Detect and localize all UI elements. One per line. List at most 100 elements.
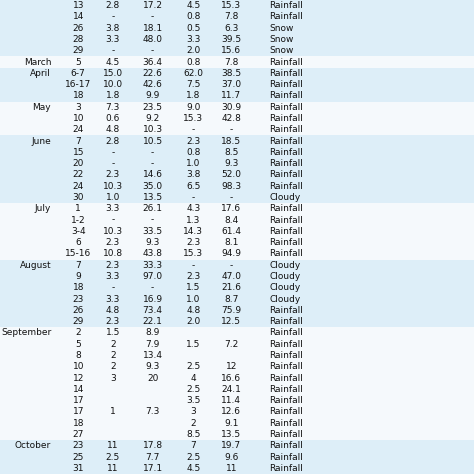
Text: -: - bbox=[111, 148, 114, 157]
Text: 18.5: 18.5 bbox=[221, 137, 241, 146]
Text: 5: 5 bbox=[75, 57, 81, 66]
Text: 4.5: 4.5 bbox=[186, 464, 201, 473]
Text: 9.0: 9.0 bbox=[186, 103, 201, 112]
Text: Rainfall: Rainfall bbox=[269, 216, 303, 225]
Bar bbox=[0, 248, 474, 260]
Bar bbox=[0, 384, 474, 395]
Text: 29: 29 bbox=[73, 317, 84, 326]
Bar bbox=[0, 395, 474, 406]
Text: 3.8: 3.8 bbox=[186, 171, 201, 180]
Text: Rainfall: Rainfall bbox=[269, 114, 303, 123]
Bar bbox=[0, 169, 474, 181]
Text: Rainfall: Rainfall bbox=[269, 159, 303, 168]
Text: Cloudy: Cloudy bbox=[269, 193, 301, 202]
Bar bbox=[0, 327, 474, 338]
Text: -: - bbox=[111, 46, 114, 55]
Text: 3.3: 3.3 bbox=[186, 35, 201, 44]
Bar bbox=[0, 214, 474, 226]
Bar bbox=[0, 429, 474, 440]
Bar bbox=[0, 203, 474, 214]
Text: 8.4: 8.4 bbox=[224, 216, 238, 225]
Text: 11: 11 bbox=[107, 464, 118, 473]
Text: 2.5: 2.5 bbox=[186, 362, 201, 371]
Text: 33.5: 33.5 bbox=[143, 227, 163, 236]
Text: March: March bbox=[24, 57, 51, 66]
Text: Rainfall: Rainfall bbox=[269, 441, 303, 450]
Text: 27: 27 bbox=[73, 430, 84, 439]
Text: Rainfall: Rainfall bbox=[269, 317, 303, 326]
Text: 9.1: 9.1 bbox=[224, 419, 238, 428]
Text: 52.0: 52.0 bbox=[221, 171, 241, 180]
Text: Rainfall: Rainfall bbox=[269, 125, 303, 134]
Text: 9.6: 9.6 bbox=[224, 453, 238, 462]
Bar bbox=[0, 463, 474, 474]
Text: 17.8: 17.8 bbox=[143, 441, 163, 450]
Text: 4.3: 4.3 bbox=[186, 204, 201, 213]
Text: Rainfall: Rainfall bbox=[269, 137, 303, 146]
Text: 14.6: 14.6 bbox=[143, 171, 163, 180]
Text: Rainfall: Rainfall bbox=[269, 328, 303, 337]
Text: 94.9: 94.9 bbox=[221, 249, 241, 258]
Text: 2: 2 bbox=[191, 419, 196, 428]
Text: Rainfall: Rainfall bbox=[269, 1, 303, 10]
Text: -: - bbox=[111, 283, 114, 292]
Text: 2.5: 2.5 bbox=[186, 453, 201, 462]
Text: 26.1: 26.1 bbox=[143, 204, 163, 213]
Text: Cloudy: Cloudy bbox=[269, 283, 301, 292]
Text: -: - bbox=[230, 125, 233, 134]
Bar bbox=[0, 56, 474, 68]
Text: 4.8: 4.8 bbox=[106, 306, 120, 315]
Text: 22.6: 22.6 bbox=[143, 69, 163, 78]
Text: 2: 2 bbox=[75, 328, 81, 337]
Text: 3: 3 bbox=[110, 374, 116, 383]
Text: Rainfall: Rainfall bbox=[269, 171, 303, 180]
Text: -: - bbox=[192, 193, 195, 202]
Bar bbox=[0, 147, 474, 158]
Text: 9: 9 bbox=[75, 272, 81, 281]
Text: 16.6: 16.6 bbox=[221, 374, 241, 383]
Text: 4.5: 4.5 bbox=[186, 1, 201, 10]
Text: 12: 12 bbox=[226, 362, 237, 371]
Text: -: - bbox=[230, 261, 233, 270]
Text: 18: 18 bbox=[73, 91, 84, 100]
Text: Rainfall: Rainfall bbox=[269, 396, 303, 405]
Text: Rainfall: Rainfall bbox=[269, 306, 303, 315]
Text: 23.5: 23.5 bbox=[143, 103, 163, 112]
Text: 8: 8 bbox=[75, 351, 81, 360]
Text: 7.8: 7.8 bbox=[224, 57, 238, 66]
Text: 4.5: 4.5 bbox=[106, 57, 120, 66]
Text: 3.5: 3.5 bbox=[186, 396, 201, 405]
Text: 15.6: 15.6 bbox=[221, 46, 241, 55]
Text: 24: 24 bbox=[73, 182, 84, 191]
Bar bbox=[0, 34, 474, 45]
Bar bbox=[0, 271, 474, 282]
Text: 28: 28 bbox=[73, 35, 84, 44]
Bar bbox=[0, 406, 474, 418]
Bar bbox=[0, 113, 474, 124]
Text: 13.4: 13.4 bbox=[143, 351, 163, 360]
Text: Rainfall: Rainfall bbox=[269, 204, 303, 213]
Text: 7.3: 7.3 bbox=[106, 103, 120, 112]
Text: 2.8: 2.8 bbox=[106, 137, 120, 146]
Bar bbox=[0, 282, 474, 293]
Text: 21.6: 21.6 bbox=[221, 283, 241, 292]
Text: Snow: Snow bbox=[269, 24, 293, 33]
Bar bbox=[0, 79, 474, 90]
Bar bbox=[0, 440, 474, 451]
Text: 7.3: 7.3 bbox=[146, 408, 160, 417]
Text: 4.8: 4.8 bbox=[106, 125, 120, 134]
Text: 37.0: 37.0 bbox=[221, 80, 241, 89]
Bar bbox=[0, 305, 474, 316]
Text: Cloudy: Cloudy bbox=[269, 272, 301, 281]
Text: 2.8: 2.8 bbox=[106, 1, 120, 10]
Text: 11: 11 bbox=[107, 441, 118, 450]
Text: 1: 1 bbox=[75, 204, 81, 213]
Text: 25: 25 bbox=[73, 453, 84, 462]
Text: Rainfall: Rainfall bbox=[269, 430, 303, 439]
Bar bbox=[0, 181, 474, 192]
Text: 1.5: 1.5 bbox=[186, 283, 201, 292]
Text: 15.0: 15.0 bbox=[103, 69, 123, 78]
Text: 7: 7 bbox=[191, 441, 196, 450]
Bar bbox=[0, 451, 474, 463]
Bar bbox=[0, 23, 474, 34]
